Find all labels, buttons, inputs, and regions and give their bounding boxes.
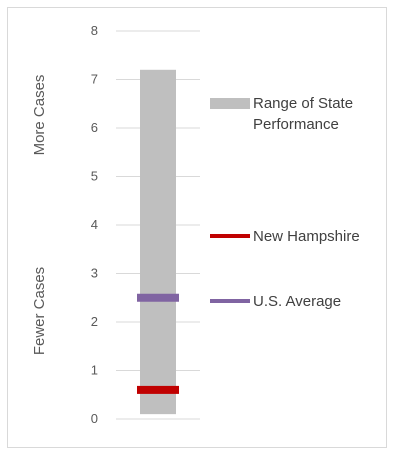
y-tick-label: 1 <box>91 363 98 378</box>
more-cases-label: More Cases <box>31 75 48 156</box>
y-tick-label: 5 <box>91 169 98 184</box>
legend: Range of State Performance New Hampshire… <box>210 95 360 310</box>
range-bar <box>140 69 176 415</box>
chart-frame <box>7 7 387 448</box>
y-tick-label: 7 <box>91 72 98 87</box>
legend-range-label-line1: Range of State <box>253 95 353 112</box>
legend-range-label-line2: Performance <box>253 116 339 133</box>
legend-us-average-label: U.S. Average <box>253 293 341 310</box>
plot-area <box>137 69 179 415</box>
y-tick-label: 0 <box>91 411 98 426</box>
y-tick-label: 6 <box>91 120 98 135</box>
y-tick-label: 8 <box>91 23 98 38</box>
y-tick-labels: 0 1 2 3 4 5 6 7 8 <box>91 23 98 426</box>
legend-range-swatch <box>210 98 250 109</box>
marker-u-s-average <box>137 293 179 302</box>
y-tick-label: 2 <box>91 314 98 329</box>
fewer-cases-label: Fewer Cases <box>31 267 48 355</box>
marker-new-hampshire <box>137 385 179 394</box>
y-tick-label: 3 <box>91 266 98 281</box>
y-tick-label: 4 <box>91 217 98 232</box>
legend-new-hampshire-label: New Hampshire <box>253 228 360 245</box>
